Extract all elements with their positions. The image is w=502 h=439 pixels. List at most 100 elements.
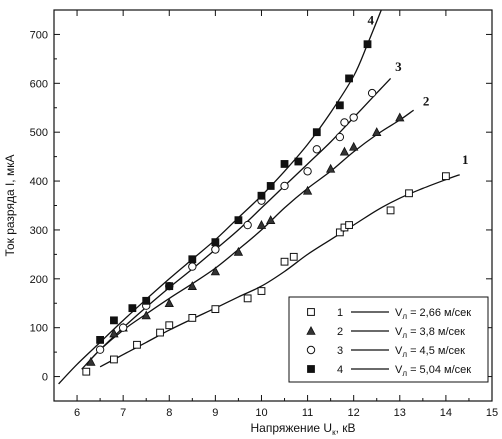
legend-label-prefix: V (395, 307, 403, 319)
data-point-series-3 (211, 245, 220, 254)
data-point-series-3 (243, 220, 252, 230)
data-point-series-1 (386, 206, 395, 215)
legend-label-value: = 2,66 м/сек (407, 307, 471, 319)
data-point-series-2 (210, 266, 221, 276)
x-tick-label: 15 (486, 407, 498, 419)
data-point-series-1 (335, 228, 344, 237)
curve-labels: 1 2 3 4 (368, 13, 469, 167)
data-point-series-4 (110, 316, 118, 325)
data-point-series-1 (441, 172, 450, 181)
data-point-series-4 (335, 101, 344, 110)
data-point-series-3 (95, 345, 105, 354)
data-point-series-4 (266, 182, 275, 190)
x-tick-label: 11 (302, 407, 313, 419)
data-point-series-2 (233, 246, 244, 256)
legend-label: Vл = 3,8 м/сек (395, 326, 465, 340)
legend: 1 Vл = 2,66 м/сек 2 Vл = 3,8 м/сек 3 Vл = 4,5… (288, 296, 489, 383)
legend-label-value: = 5,04 м/сек (407, 364, 471, 376)
data-point-series-2 (109, 328, 119, 338)
data-point-series-4 (188, 255, 197, 264)
data-point-series-2 (187, 281, 197, 290)
data-point-series-4 (312, 128, 321, 137)
data-point-series-4 (234, 216, 243, 225)
x-axis-title-unit: , кВ (336, 421, 356, 435)
data-point-series-2 (395, 112, 405, 122)
data-point-series-3 (335, 132, 345, 142)
curve-label-2: 2 (423, 93, 430, 108)
x-tick-label: 12 (348, 407, 360, 419)
data-point-series-4 (128, 304, 137, 313)
x-tick-label: 10 (255, 407, 267, 419)
y-tick-label: 200 (30, 274, 48, 286)
x-tick-label: 8 (166, 407, 172, 419)
legend-number: 4 (337, 364, 343, 376)
legend-marker-1 (307, 308, 315, 316)
data-point-series-3 (367, 88, 377, 98)
x-tick-label: 13 (394, 407, 406, 419)
data-point-series-1 (211, 305, 220, 314)
y-axis-title: Ток разряда I, мкА (3, 155, 17, 257)
data-point-series-2 (164, 298, 174, 308)
data-point-series-2 (86, 356, 96, 366)
data-point-series-4 (280, 160, 289, 168)
data-point-series-2 (372, 127, 382, 136)
x-axis-title-subscript: к (332, 428, 336, 437)
legend-label-subscript: л (402, 350, 407, 359)
data-point-series-4 (142, 296, 151, 305)
data-point-series-4 (96, 336, 105, 344)
x-axis-title: Напряжение Uк, кВ (250, 421, 355, 437)
legend-number: 3 (337, 345, 343, 357)
data-point-series-3 (118, 323, 128, 332)
data-point-series-2 (266, 215, 276, 224)
fit-curve-4 (58, 10, 382, 385)
data-point-series-2 (349, 141, 359, 151)
legend-label: Vл = 4,5 м/сек (395, 345, 465, 359)
data-point-series-4 (257, 191, 266, 200)
data-points (82, 40, 450, 376)
data-point-series-1 (188, 314, 197, 322)
data-point-series-2 (141, 310, 151, 320)
y-tick-label: 700 (30, 29, 48, 41)
x-axis-title-main: Напряжение U (250, 421, 332, 435)
data-point-series-1 (165, 321, 174, 330)
data-point-series-2 (339, 146, 350, 156)
data-point-series-1 (133, 340, 141, 349)
y-tick-label: 300 (30, 225, 48, 237)
data-point-series-3 (188, 262, 197, 271)
legend-marker-2 (306, 325, 316, 335)
data-point-series-1 (405, 189, 413, 198)
x-tick-label: 6 (74, 407, 80, 419)
data-point-series-4 (211, 238, 220, 247)
curve-label-4: 4 (368, 13, 375, 28)
data-point-series-3 (312, 145, 321, 154)
data-point-series-1 (345, 221, 353, 229)
data-point-series-3 (340, 118, 349, 127)
data-point-series-4 (345, 74, 353, 83)
legend-label: Vл = 2,66 м/сек (395, 307, 471, 321)
data-point-series-4 (165, 282, 174, 291)
data-point-series-3 (303, 167, 312, 176)
y-tick-label: 500 (30, 127, 48, 139)
data-point-series-4 (363, 40, 372, 49)
legend-label: Vл = 5,04 м/сек (395, 364, 471, 378)
legend-label-prefix: V (395, 326, 403, 338)
x-tick-label: 7 (120, 407, 126, 419)
legend-number: 1 (337, 307, 343, 319)
data-point-series-1 (257, 287, 266, 295)
fit-curve-2 (85, 109, 414, 365)
data-point-series-2 (325, 163, 336, 173)
axis-titles: Напряжение Uк, кВ Ток разряда I, мкА (3, 155, 356, 437)
legend-box (288, 296, 489, 383)
data-point-series-1 (280, 257, 289, 266)
y-tick-label: 0 (42, 372, 48, 384)
y-tick-label: 400 (30, 176, 48, 188)
data-point-series-4 (294, 157, 303, 166)
legend-label-subscript: л (402, 312, 407, 321)
data-point-series-1 (110, 355, 118, 364)
legend-number: 2 (337, 326, 343, 338)
legend-label-prefix: V (395, 345, 403, 357)
data-point-series-2 (302, 185, 313, 195)
curve-label-3: 3 (395, 59, 402, 74)
data-point-series-3 (349, 113, 358, 122)
